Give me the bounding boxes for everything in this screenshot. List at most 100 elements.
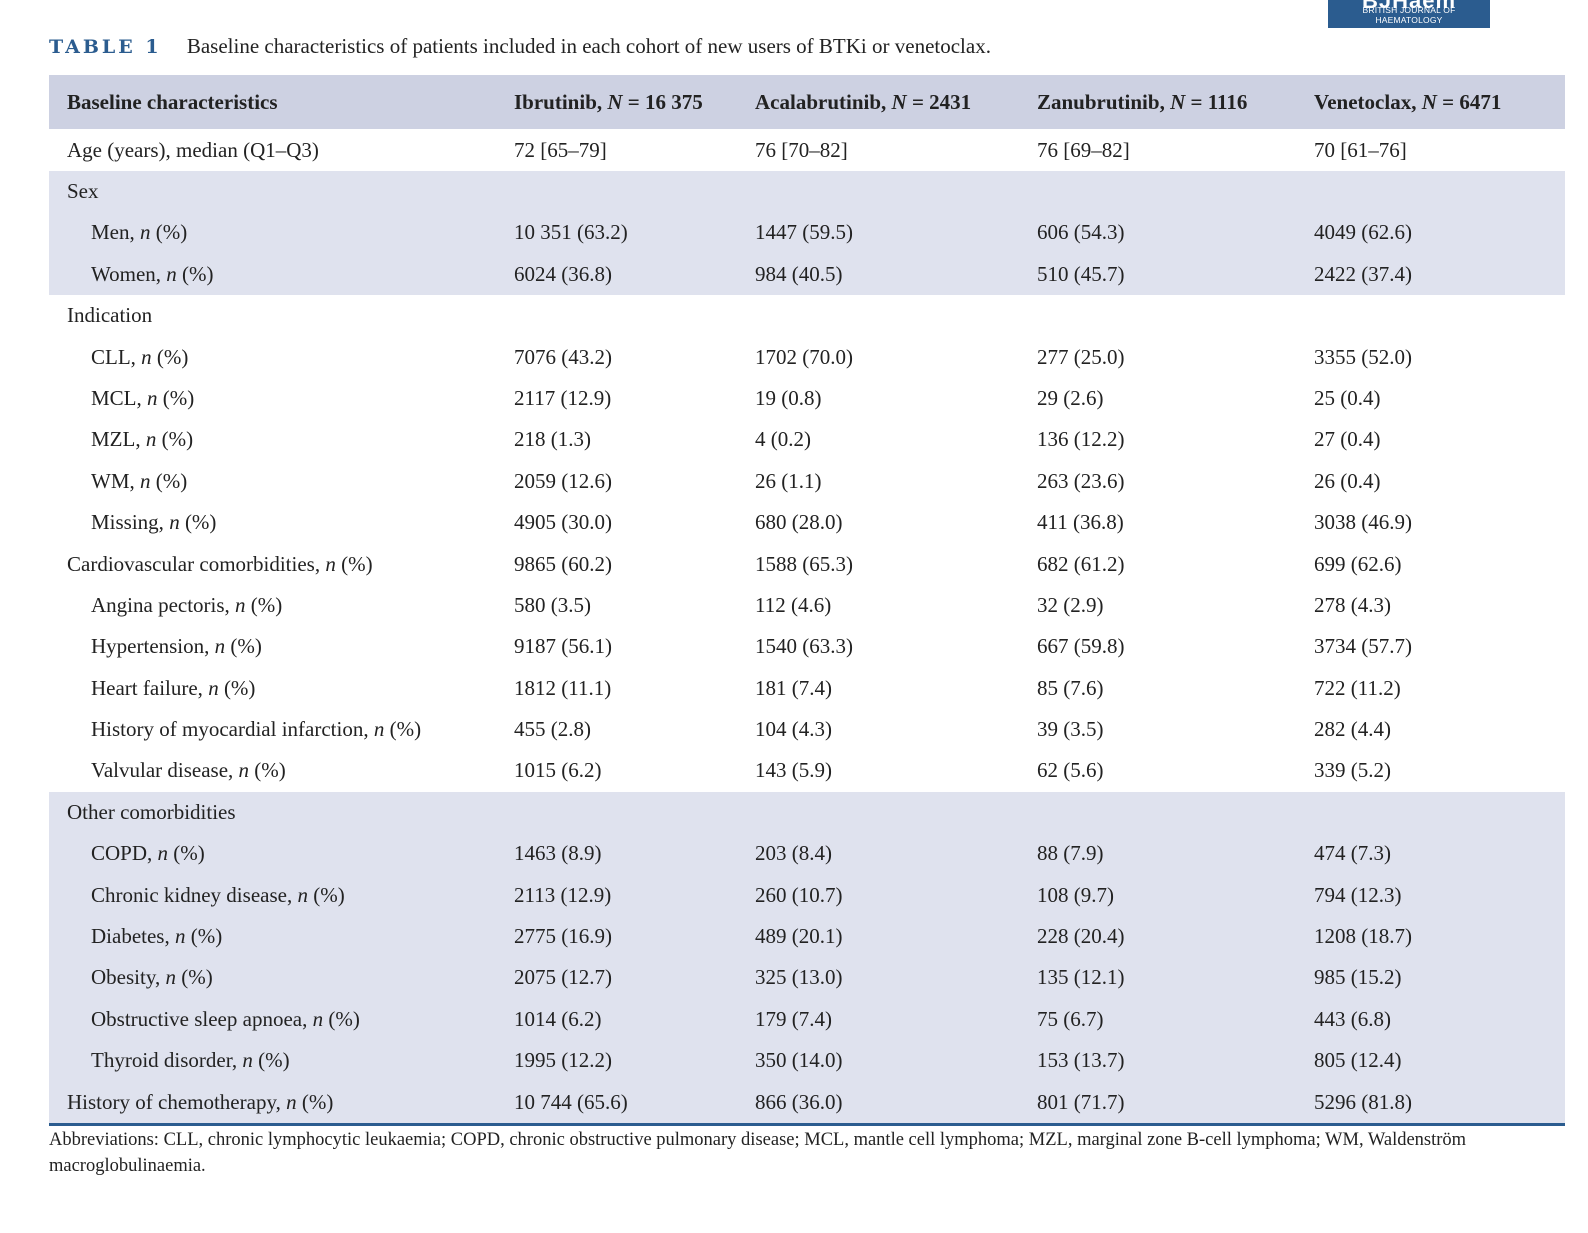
table-cell: 3038 (46.9) bbox=[1314, 510, 1412, 535]
table-cell: 606 (54.3) bbox=[1037, 220, 1125, 245]
table-cell: 135 (12.1) bbox=[1037, 965, 1125, 990]
table-cell: 985 (15.2) bbox=[1314, 965, 1402, 990]
table-cell: 228 (20.4) bbox=[1037, 924, 1125, 949]
table-row: Age (years), median (Q1–Q3) 72 [65–79] 76 … bbox=[49, 129, 1565, 171]
journal-logo: BJHaem BRITISH JOURNAL OF HAEMATOLOGY bbox=[1328, 0, 1490, 28]
table-row: MCL, n (%) 2117 (12.9) 19 (0.8) 29 (2.6) 25 … bbox=[49, 378, 1565, 419]
table-row: Cardiovascular comorbidities, n (%) 9865 … bbox=[49, 544, 1565, 585]
table-row: Sex bbox=[49, 171, 1565, 213]
table-cell: 136 (12.2) bbox=[1037, 427, 1125, 452]
table-cell: 699 (62.6) bbox=[1314, 551, 1402, 576]
table-row: Men, n (%) 10 351 (63.2) 1447 (59.5) 606 (5… bbox=[49, 212, 1565, 254]
header-acalabrutinib: Acalabrutinib, N = 2431 bbox=[755, 90, 972, 114]
table-cell: 9187 (56.1) bbox=[514, 634, 612, 659]
journal-logo-letters: BJHaem bbox=[1334, 0, 1484, 8]
table-row: Other comorbidities bbox=[49, 791, 1565, 834]
baseline-characteristics-table: Baseline characteristics Ibrutinib, N = … bbox=[49, 75, 1565, 1126]
table-cell: 722 (11.2) bbox=[1314, 675, 1401, 700]
table-cell: 805 (12.4) bbox=[1314, 1048, 1402, 1073]
table-cell: 682 (61.2) bbox=[1037, 551, 1125, 576]
table-cell: 39 (3.5) bbox=[1037, 717, 1104, 742]
table-cell: 6024 (36.8) bbox=[514, 261, 612, 286]
table-row: History of chemotherapy, n (%) 10 744 (65… bbox=[49, 1081, 1565, 1123]
table-cell: 443 (6.8) bbox=[1314, 1006, 1391, 1031]
row-label: MZL, n (%) bbox=[91, 427, 194, 452]
table-cell: 143 (5.9) bbox=[755, 758, 832, 783]
row-label: Men, n (%) bbox=[91, 220, 188, 245]
table-header-row: Baseline characteristics Ibrutinib, N = … bbox=[49, 75, 1565, 129]
table-cell: 29 (2.6) bbox=[1037, 385, 1104, 410]
journal-logo-subtitle: BRITISH JOURNAL OF HAEMATOLOGY bbox=[1362, 5, 1456, 25]
table-cell: 104 (4.3) bbox=[755, 717, 832, 742]
table-cell: 510 (45.7) bbox=[1037, 261, 1125, 286]
table-cell: 25 (0.4) bbox=[1314, 385, 1381, 410]
table-body: Age (years), median (Q1–Q3) 72 [65–79] 76 … bbox=[49, 129, 1565, 1123]
table-cell: 1015 (6.2) bbox=[514, 758, 602, 783]
table-cell: 2059 (12.6) bbox=[514, 468, 612, 493]
row-label: MCL, n (%) bbox=[91, 385, 195, 410]
table-cell: 474 (7.3) bbox=[1314, 841, 1391, 866]
table-cell: 411 (36.8) bbox=[1037, 510, 1124, 535]
row-label: Indication bbox=[67, 303, 153, 328]
row-label: COPD, n (%) bbox=[91, 841, 205, 866]
table-cell: 179 (7.4) bbox=[755, 1006, 832, 1031]
table-cell: 85 (7.6) bbox=[1037, 675, 1104, 700]
table-cell: 62 (5.6) bbox=[1037, 758, 1104, 783]
row-label: Thyroid disorder, n (%) bbox=[91, 1048, 290, 1073]
table-cell: 278 (4.3) bbox=[1314, 592, 1391, 617]
table-cell: 2422 (37.4) bbox=[1314, 261, 1412, 286]
table-cell: 5296 (81.8) bbox=[1314, 1089, 1412, 1114]
row-label: History of chemotherapy, n (%) bbox=[67, 1089, 334, 1114]
table-cell: 580 (3.5) bbox=[514, 592, 591, 617]
row-label: Obstructive sleep apnoea, n (%) bbox=[91, 1006, 360, 1031]
table-label: TABLE 1 bbox=[49, 36, 162, 58]
table-cell: 1447 (59.5) bbox=[755, 220, 853, 245]
table-cell: 1812 (11.1) bbox=[514, 675, 612, 700]
table-cell: 339 (5.2) bbox=[1314, 758, 1391, 783]
table-cell: 3734 (57.7) bbox=[1314, 634, 1412, 659]
table-row: History of myocardial infarction, n (%) 4… bbox=[49, 709, 1565, 750]
table-cell: 72 [65–79] bbox=[514, 138, 607, 162]
table-row: Hypertension, n (%) 9187 (56.1) 1540 (63.3… bbox=[49, 626, 1565, 667]
table-cell: 2775 (16.9) bbox=[514, 924, 612, 949]
table-cell: 4 (0.2) bbox=[755, 427, 811, 452]
row-label: Valvular disease, n (%) bbox=[91, 758, 286, 783]
table-row: Obstructive sleep apnoea, n (%) 1014 (6.2… bbox=[49, 998, 1565, 1041]
row-label: Chronic kidney disease, n (%) bbox=[91, 882, 345, 907]
table-cell: 667 (59.8) bbox=[1037, 634, 1125, 659]
table-row: MZL, n (%) 218 (1.3) 4 (0.2) 136 (12.2) 27 (… bbox=[49, 419, 1565, 460]
table-cell: 203 (8.4) bbox=[755, 841, 832, 866]
table-cell: 455 (2.8) bbox=[514, 717, 591, 742]
table-cell: 489 (20.1) bbox=[755, 924, 843, 949]
table-cell: 2075 (12.7) bbox=[514, 965, 612, 990]
table-row: Diabetes, n (%) 2775 (16.9) 489 (20.1) 228 … bbox=[49, 916, 1565, 958]
header-venetoclax: Venetoclax, N = 6471 bbox=[1314, 90, 1502, 114]
table-cell: 218 (1.3) bbox=[514, 427, 591, 452]
header-characteristics: Baseline characteristics bbox=[67, 90, 278, 114]
table-cell: 4905 (30.0) bbox=[514, 510, 612, 535]
row-label: Sex bbox=[67, 179, 99, 203]
table-cell: 680 (28.0) bbox=[755, 510, 843, 535]
table-cell: 866 (36.0) bbox=[755, 1089, 843, 1114]
row-label: Missing, n (%) bbox=[91, 510, 217, 535]
row-label: Hypertension, n (%) bbox=[91, 634, 262, 659]
table-cell: 1208 (18.7) bbox=[1314, 924, 1412, 949]
row-label: Heart failure, n (%) bbox=[91, 675, 256, 700]
table-cell: 1540 (63.3) bbox=[755, 634, 853, 659]
row-label: WM, n (%) bbox=[91, 468, 188, 493]
table-cell: 801 (71.7) bbox=[1037, 1089, 1125, 1114]
table-cell: 10 744 (65.6) bbox=[514, 1089, 628, 1114]
table-cell: 1014 (6.2) bbox=[514, 1006, 602, 1031]
table-row: Women, n (%) 6024 (36.8) 984 (40.5) 510 (45… bbox=[49, 253, 1565, 296]
table-cell: 2113 (12.9) bbox=[514, 882, 612, 907]
table-row: Heart failure, n (%) 1812 (11.1) 181 (7.4)… bbox=[49, 668, 1565, 709]
table-bottom-rule bbox=[49, 1122, 1565, 1126]
table-cell: 282 (4.4) bbox=[1314, 717, 1391, 742]
table-cell: 27 (0.4) bbox=[1314, 427, 1381, 452]
table-cell: 76 [69–82] bbox=[1037, 138, 1130, 162]
table-cell: 76 [70–82] bbox=[755, 138, 848, 162]
table-row: Thyroid disorder, n (%) 1995 (12.2) 350 (1… bbox=[49, 1040, 1565, 1082]
table-cell: 984 (40.5) bbox=[755, 261, 843, 286]
table-cell: 19 (0.8) bbox=[755, 385, 822, 410]
table-footnote: Abbreviations: CLL, chronic lymphocytic … bbox=[49, 1130, 1467, 1176]
